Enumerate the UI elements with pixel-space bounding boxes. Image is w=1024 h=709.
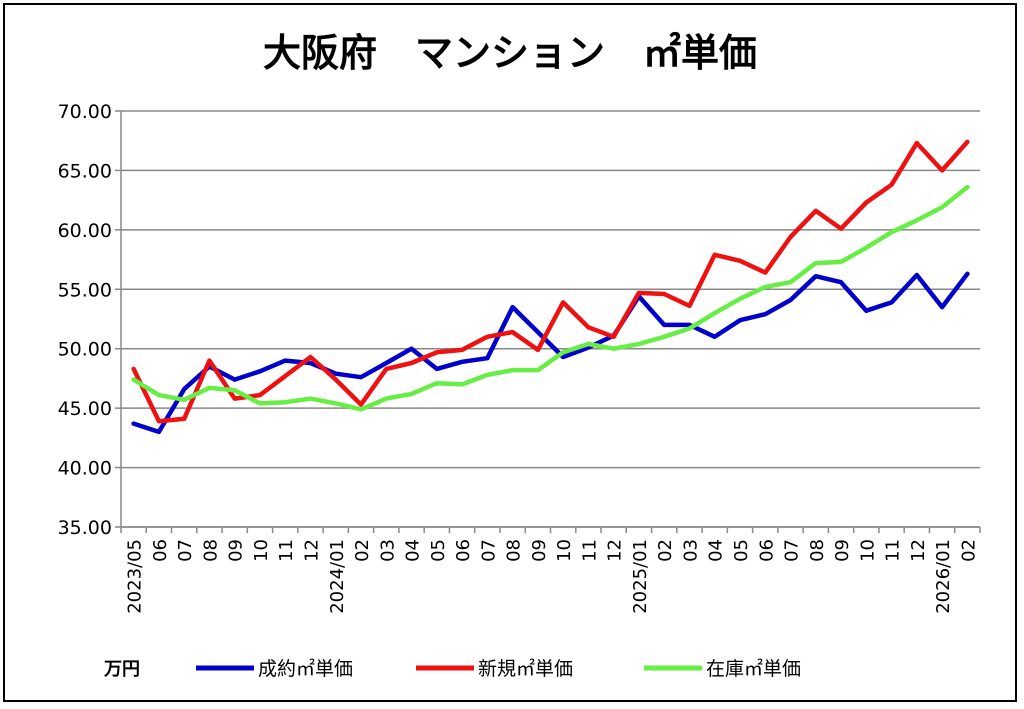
- chart-title: 大阪府 マンション ㎡単価: [263, 31, 757, 75]
- x-tick-label: 2024/01: [327, 539, 348, 614]
- x-tick-label: 06: [150, 539, 171, 562]
- x-tick-label: 09: [832, 539, 853, 562]
- x-tick-label: 05: [428, 539, 449, 562]
- x-tick-label: 11: [276, 539, 297, 562]
- x-tick-label: 2023/05: [125, 539, 146, 614]
- x-tick-label: 12: [605, 539, 626, 562]
- y-tick-label: 60.00: [58, 220, 112, 242]
- y-tick-label: 50.00: [58, 339, 112, 361]
- x-tick-label: 04: [403, 539, 424, 562]
- x-tick-label: 06: [453, 539, 474, 562]
- x-tick-label: 06: [756, 539, 777, 562]
- x-tick-label: 03: [377, 539, 398, 562]
- y-tick-labels: 35.00 40.00 45.00 50.00 55.00 60.00 65.00 70.00: [58, 101, 112, 539]
- x-tick-label: 2026/01: [933, 539, 954, 614]
- x-tick-label: 12: [908, 539, 929, 562]
- x-tick-label: 12: [301, 539, 322, 562]
- series-lines: [131, 139, 970, 435]
- x-tick-label: 02: [655, 539, 676, 562]
- legend-label: 成約㎡単価: [258, 657, 353, 680]
- chart-frame: [3, 3, 1017, 702]
- series-line-3: [131, 184, 970, 412]
- y-tick-label: 45.00: [58, 398, 112, 420]
- x-tick-labels: 2023/05 06 07 08 09 10 11 12 2024/01 02 03 04 05 06 07…: [125, 539, 980, 614]
- x-tick-label: 03: [680, 539, 701, 562]
- legend-label: 新規㎡単価: [478, 657, 573, 680]
- x-tick-label: 10: [857, 539, 878, 562]
- y-tick-label: 70.00: [58, 101, 112, 123]
- y-tick-label: 35.00: [58, 517, 112, 539]
- x-tick-label: 02: [352, 539, 373, 562]
- axes: [120, 111, 981, 533]
- unit-label: 万円: [103, 659, 140, 680]
- series-line-2: [131, 139, 970, 424]
- x-tick-label: 07: [478, 539, 499, 562]
- x-tick-label: 02: [958, 539, 979, 562]
- x-tick-label: 11: [883, 539, 904, 562]
- x-tick-label: 10: [554, 539, 575, 562]
- x-tick-label: 11: [579, 539, 600, 562]
- x-tick-label: 04: [706, 539, 727, 562]
- x-tick-label: 09: [226, 539, 247, 562]
- y-tick-label: 40.00: [58, 458, 112, 480]
- x-tick-label: 05: [731, 539, 752, 562]
- x-tick-label: 2025/01: [630, 539, 651, 614]
- legend: 成約㎡単価 新規㎡単価 在庫㎡単価: [196, 657, 801, 680]
- series-line-1: [131, 271, 970, 435]
- x-tick-label: 08: [504, 539, 525, 562]
- y-tick-label: 55.00: [58, 279, 112, 301]
- grid-lines: [115, 110, 980, 528]
- x-tick-label: 09: [529, 539, 550, 562]
- y-tick-label: 65.00: [58, 160, 112, 182]
- x-tick-label: 08: [807, 539, 828, 562]
- x-tick-label: 07: [175, 539, 196, 562]
- legend-label: 在庫㎡単価: [706, 657, 801, 680]
- x-tick-label: 08: [200, 539, 221, 562]
- x-tick-label: 10: [251, 539, 272, 562]
- x-tick-label: 07: [782, 539, 803, 562]
